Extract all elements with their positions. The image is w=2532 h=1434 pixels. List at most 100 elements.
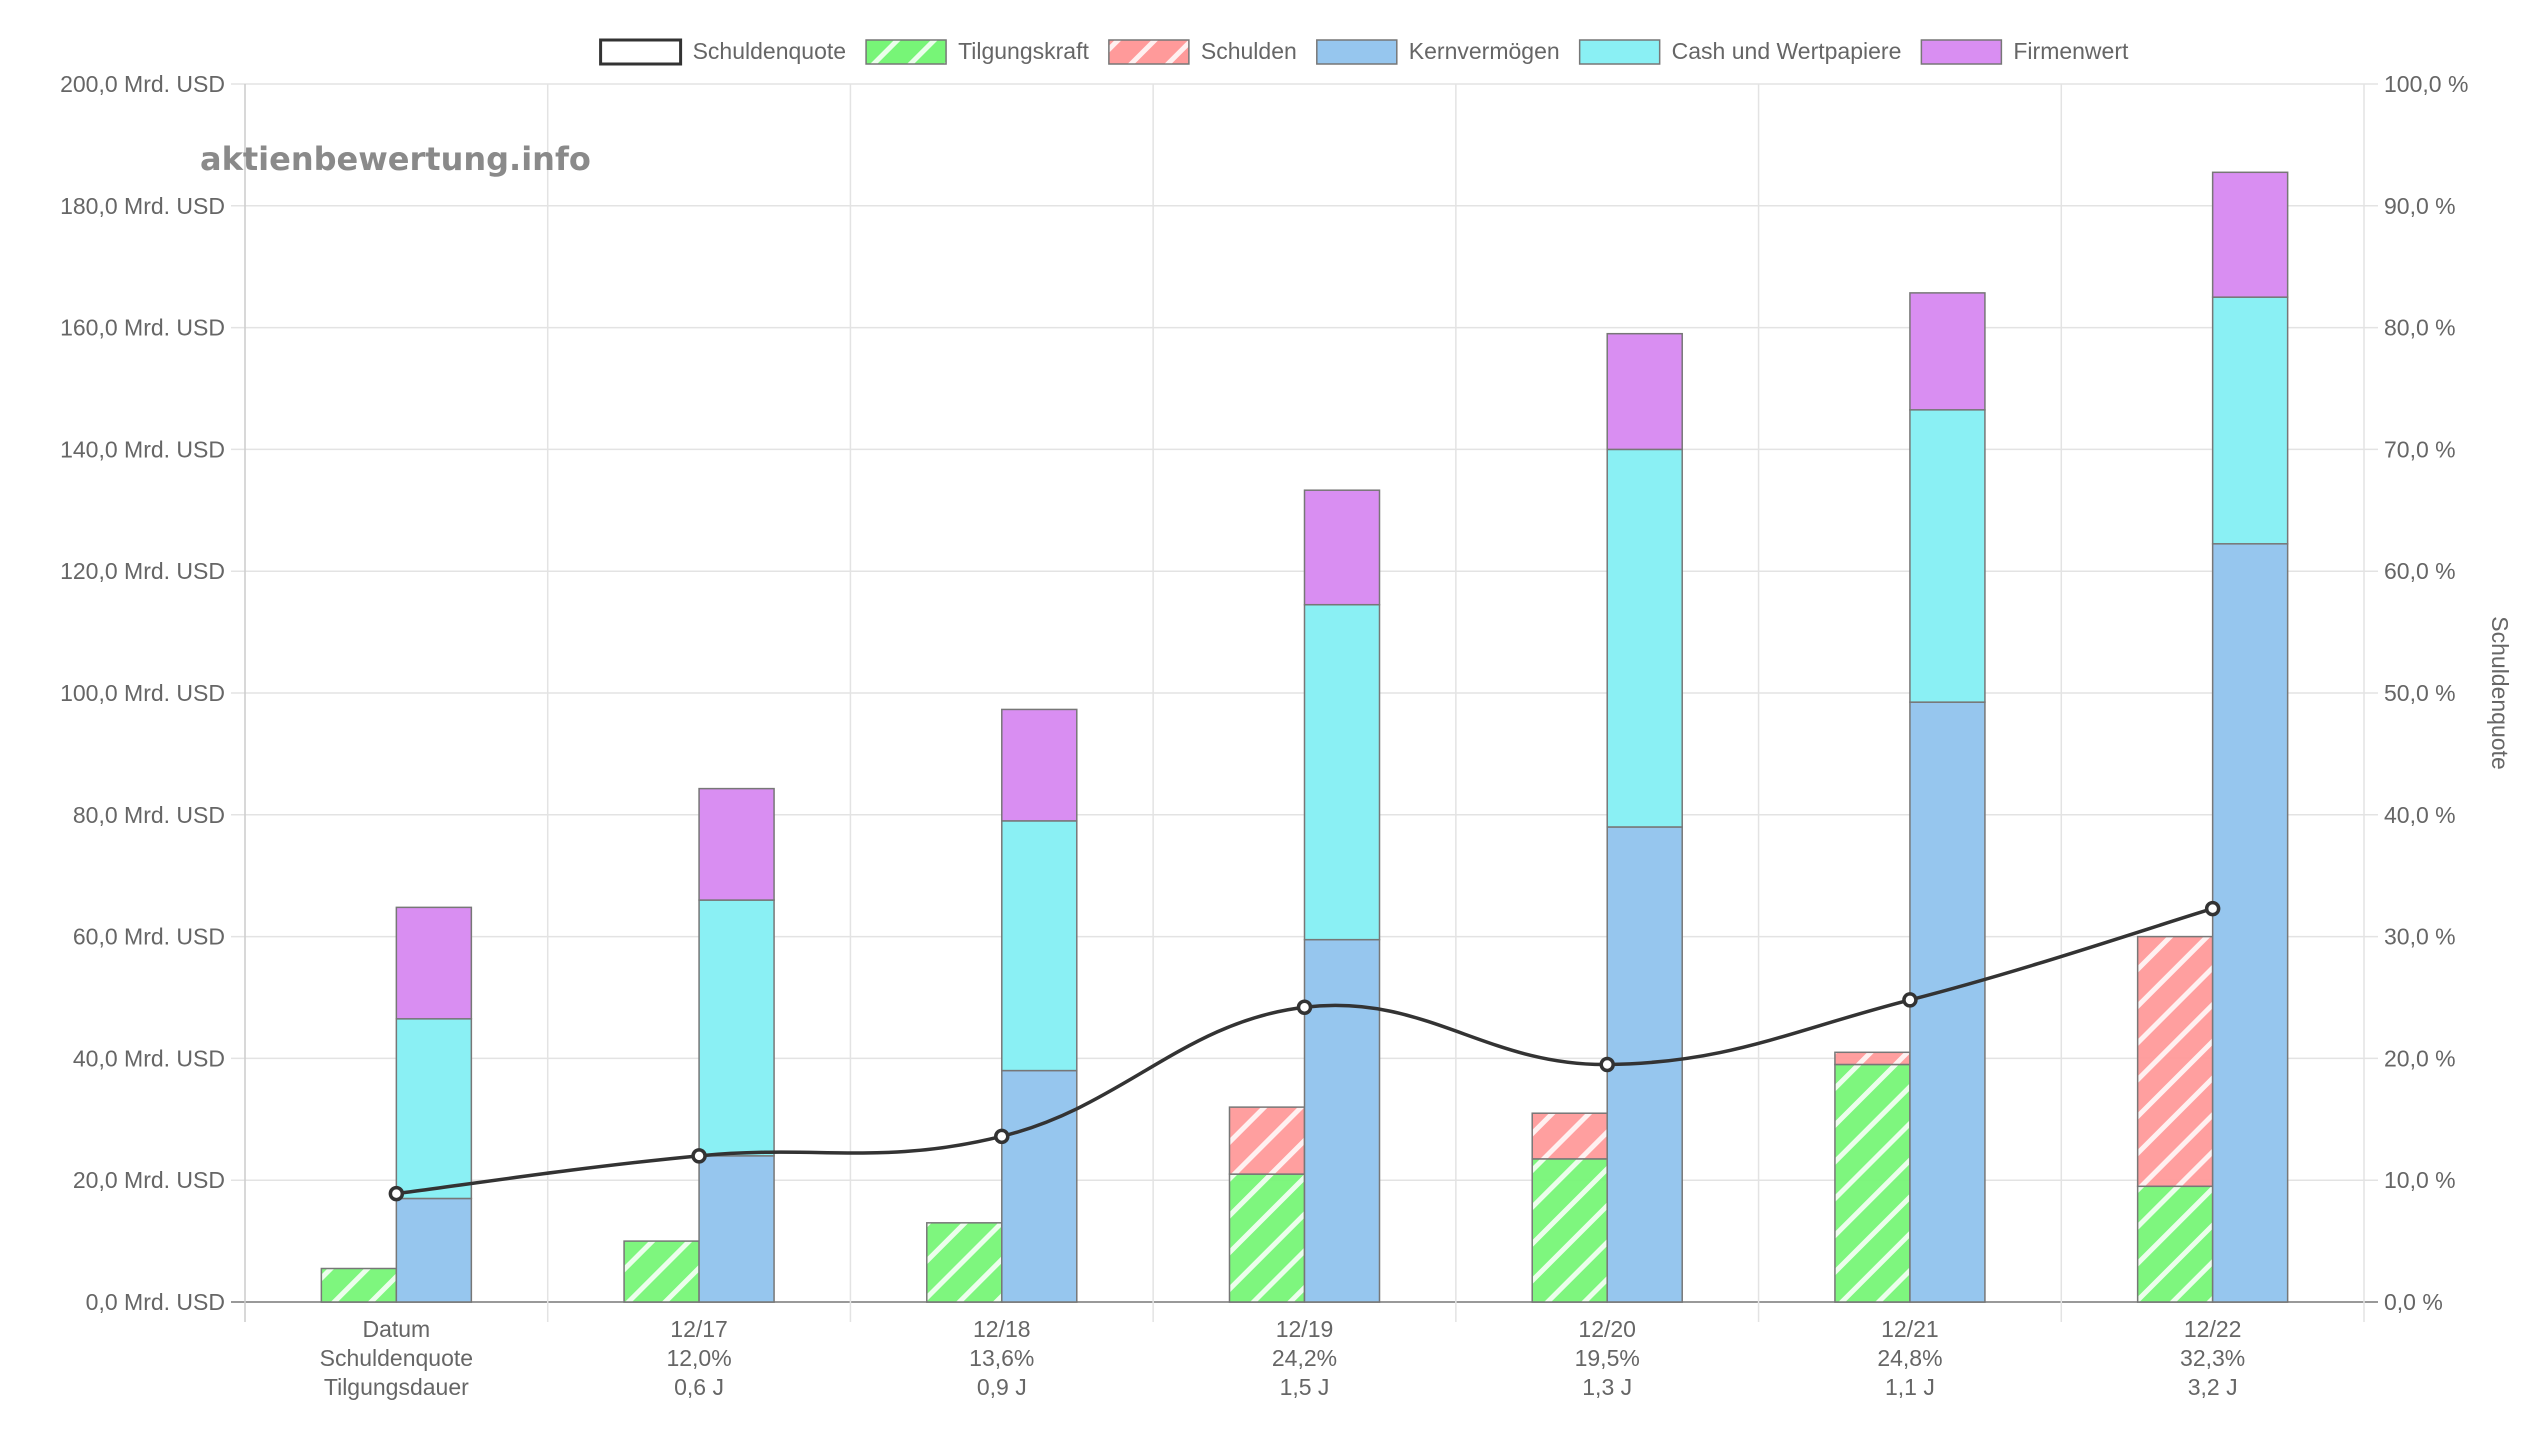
- y-right-tick-label: 70,0 %: [2384, 436, 2456, 462]
- x-tick-label: 12/19: [1276, 1316, 1334, 1342]
- bar-schulden: [1228, 1106, 1306, 1175]
- legend-swatch-schulden: [1108, 39, 1190, 65]
- legend-label-tilgungskraft: Tilgungskraft: [958, 38, 1089, 64]
- y-right-tick-label: 20,0 %: [2384, 1045, 2456, 1071]
- y-right-tick-label: 50,0 %: [2384, 680, 2456, 706]
- x-tick-label: 24,8%: [1877, 1345, 1942, 1371]
- axes: 0,0 Mrd. USD 20,0 Mrd. USD 40,0 Mrd. USD 60…: [60, 71, 2513, 1400]
- bar-firmenwert: [1001, 708, 1078, 822]
- point-schuldenquote: [1296, 999, 1313, 1015]
- legend-label-cash-und-wertpapiere: Cash und Wertpapiere: [1672, 38, 1902, 64]
- bar-cash-und-wertpapiere: [698, 899, 775, 1157]
- y-left-tick-label: 80,0 Mrd. USD: [73, 802, 225, 828]
- bar-cash-und-wertpapiere: [395, 1018, 473, 1200]
- y-right-tick-label: 40,0 %: [2384, 802, 2456, 828]
- legend-item-tilgungskraft: Tilgungskraft: [865, 38, 1089, 65]
- bar-kernvermoegen: [2211, 543, 2289, 1303]
- legend-label-schulden: Schulden: [1201, 38, 1297, 64]
- legend-swatch-cash-und-wertpapiere: [1578, 39, 1661, 65]
- x-tick-label: Datum: [362, 1316, 430, 1342]
- y-left-tick-label: 180,0 Mrd. USD: [60, 193, 225, 219]
- legend-item-schuldenquote: Schuldenquote: [599, 38, 846, 66]
- y-right-axis-title: Schuldenquote: [2487, 616, 2513, 769]
- bar-firmenwert: [698, 787, 775, 901]
- y-right-tick-label: 80,0 %: [2384, 315, 2456, 341]
- x-tick-label: 0,9 J: [977, 1374, 1027, 1400]
- bar-firmenwert: [395, 906, 473, 1020]
- y-right-tick-label: 100,0 %: [2384, 71, 2468, 97]
- y-right-tick-label: 30,0 %: [2384, 924, 2456, 950]
- bar-kernvermoegen: [395, 1197, 473, 1303]
- x-tick-label: 12,0%: [666, 1345, 731, 1371]
- x-tick-label: 1,3 J: [1582, 1374, 1632, 1400]
- bar-tilgungskraft: [926, 1222, 1003, 1303]
- x-tick-label: Schuldenquote: [320, 1345, 473, 1371]
- bar-tilgungskraft: [2136, 1185, 2214, 1303]
- bar-tilgungskraft: [320, 1267, 398, 1303]
- x-tick-label: Tilgungsdauer: [324, 1374, 469, 1400]
- x-tick-label: 1,5 J: [1280, 1374, 1330, 1400]
- y-left-tick-label: 0,0 Mrd. USD: [86, 1289, 225, 1315]
- bar-tilgungskraft: [1531, 1158, 1608, 1303]
- bar-schulden: [1834, 1051, 1911, 1066]
- point-schuldenquote: [388, 1185, 405, 1202]
- x-tick-label: 1,1 J: [1885, 1374, 1935, 1400]
- bar-schulden: [2136, 935, 2214, 1188]
- y-left-tick-label: 40,0 Mrd. USD: [73, 1045, 225, 1071]
- y-right-tick-label: 0,0 %: [2384, 1289, 2443, 1315]
- legend-item-kernvermoegen: Kernvermögen: [1316, 38, 1560, 65]
- bar-cash-und-wertpapiere: [2211, 296, 2289, 545]
- x-tick-label: 12/18: [973, 1316, 1031, 1342]
- legend-swatch-firmenwert: [1920, 39, 2003, 65]
- legend-swatch-schuldenquote: [599, 38, 683, 66]
- legend-item-firmenwert: Firmenwert: [1920, 38, 2129, 65]
- y-left-tick-label: 60,0 Mrd. USD: [73, 924, 225, 950]
- x-tick-label: 24,2%: [1272, 1345, 1337, 1371]
- x-tick-label: 12/22: [2184, 1316, 2242, 1342]
- schuldenquote-line: [388, 900, 2221, 1202]
- y-right-tick-label: 90,0 %: [2384, 193, 2456, 219]
- legend-label-schuldenquote: Schuldenquote: [693, 38, 846, 64]
- point-schuldenquote: [2204, 900, 2221, 917]
- y-right-tick-label: 60,0 %: [2384, 558, 2456, 584]
- bar-tilgungskraft: [623, 1240, 700, 1303]
- x-tick-label: 32,3%: [2180, 1345, 2245, 1371]
- bar-kernvermoegen: [1909, 701, 1986, 1303]
- bar-cash-und-wertpapiere: [1606, 448, 1683, 828]
- x-tick-label: 3,2 J: [2188, 1374, 2238, 1400]
- bar-firmenwert: [1303, 489, 1381, 606]
- legend: Schuldenquote Tilgungskraft Schulden Kernve…: [599, 38, 2129, 66]
- x-tick-label: 12/20: [1578, 1316, 1636, 1342]
- bar-cash-und-wertpapiere: [1909, 409, 1986, 703]
- y-left-tick-label: 100,0 Mrd. USD: [60, 680, 225, 706]
- bar-firmenwert: [2211, 171, 2289, 298]
- y-left-tick-label: 120,0 Mrd. USD: [60, 558, 225, 584]
- legend-swatch-tilgungskraft: [865, 39, 947, 65]
- bar-tilgungskraft: [1228, 1173, 1306, 1303]
- x-tick-label: 0,6 J: [674, 1374, 724, 1400]
- legend-swatch-kernvermoegen: [1316, 39, 1398, 65]
- bar-tilgungskraft: [1834, 1063, 1911, 1303]
- bar-firmenwert: [1909, 292, 1986, 411]
- bar-firmenwert: [1606, 332, 1683, 451]
- watermark: aktienbewertung.info: [200, 140, 591, 178]
- point-schuldenquote: [994, 1128, 1010, 1145]
- y-right-tick-label: 10,0 %: [2384, 1167, 2456, 1193]
- x-tick-label: 12/17: [670, 1316, 728, 1342]
- bar-kernvermoegen: [1303, 938, 1381, 1303]
- y-left-tick-label: 20,0 Mrd. USD: [73, 1167, 225, 1193]
- bar-cash-und-wertpapiere: [1001, 820, 1078, 1072]
- point-schuldenquote: [1902, 992, 1918, 1008]
- x-tick-label: 12/21: [1881, 1316, 1939, 1342]
- legend-label-firmenwert: Firmenwert: [2013, 38, 2129, 64]
- x-tick-label: 19,5%: [1575, 1345, 1640, 1371]
- legend-item-schulden: Schulden: [1108, 38, 1297, 65]
- bar-schulden: [1531, 1112, 1608, 1160]
- bar-cash-und-wertpapiere: [1303, 603, 1381, 941]
- bar-kernvermoegen: [1001, 1069, 1078, 1303]
- bar-kernvermoegen: [698, 1155, 775, 1303]
- y-left-tick-label: 160,0 Mrd. USD: [60, 315, 225, 341]
- x-tick-label: 13,6%: [969, 1345, 1034, 1371]
